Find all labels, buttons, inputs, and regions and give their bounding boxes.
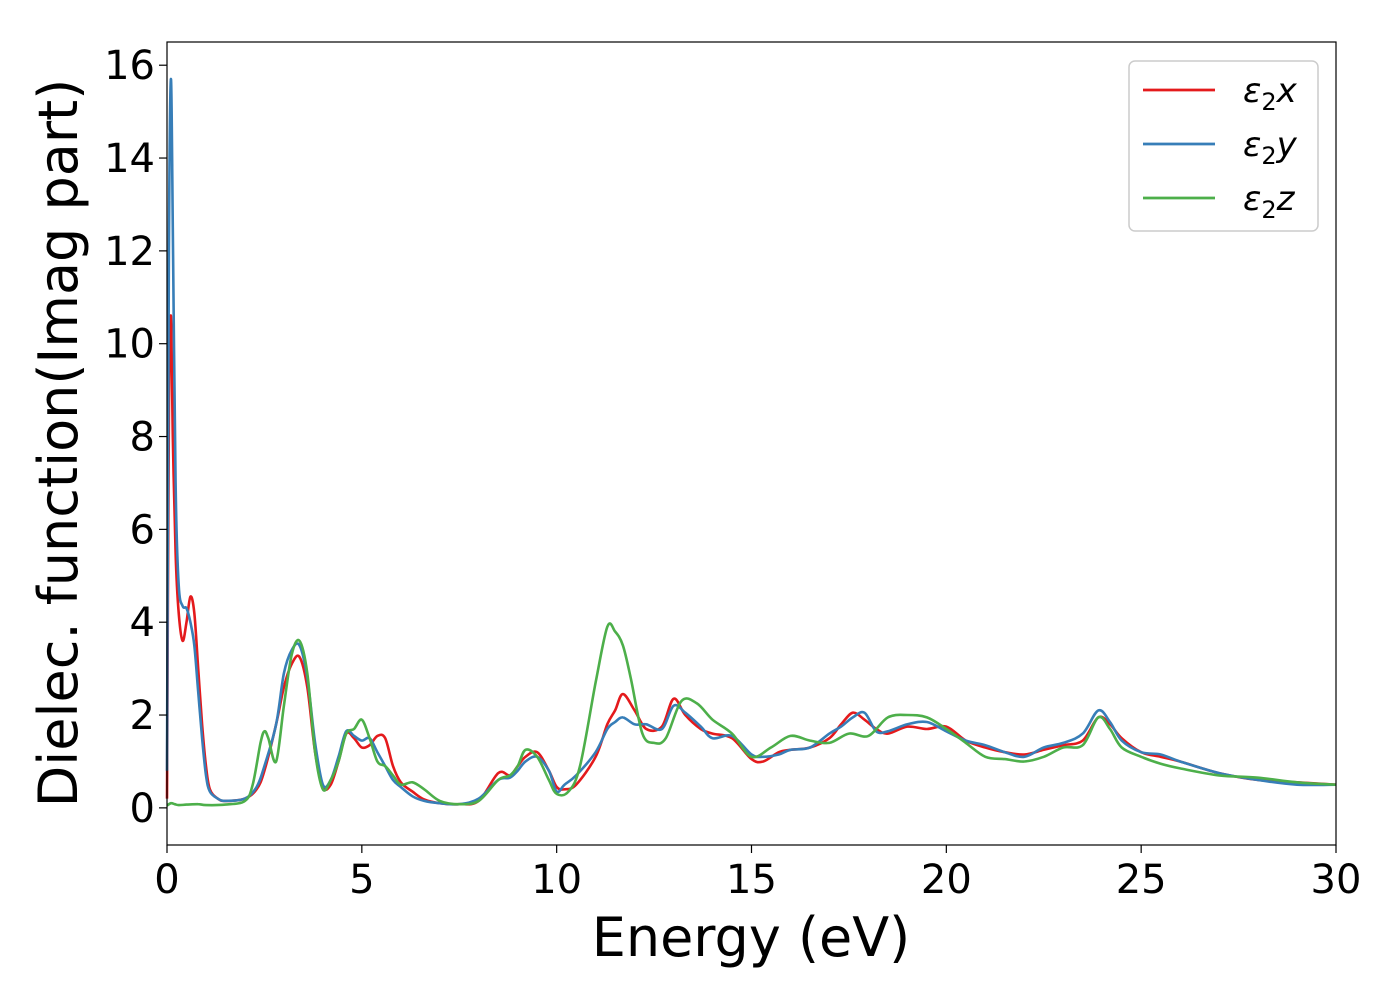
x-axis-label: Energy (eV) <box>592 906 911 969</box>
y-tick-label: 10 <box>104 322 155 368</box>
y-tick-label: 14 <box>104 136 155 182</box>
y-tick-label: 16 <box>104 43 155 89</box>
y-tick-label: 4 <box>130 600 155 646</box>
x-tick-label: 20 <box>921 857 972 903</box>
y-tick-label: 2 <box>130 693 155 739</box>
x-tick-label: 30 <box>1311 857 1362 903</box>
y-tick-label: 6 <box>130 507 155 553</box>
series-line-y <box>165 77 1337 806</box>
legend-label-y: ε2y <box>1243 125 1298 170</box>
x-tick-label: 5 <box>349 857 374 903</box>
x-tick-label: 25 <box>1116 857 1167 903</box>
x-tick-label: 15 <box>726 857 777 903</box>
y-tick-label: 0 <box>130 786 155 832</box>
legend-box <box>1128 60 1319 232</box>
y-axis-label: Dielec. function(Imag part) <box>27 79 90 808</box>
series-line-z <box>166 622 1337 807</box>
legend: ε2x ε2y ε2z <box>1128 60 1319 232</box>
y-tick-label: 12 <box>104 229 155 275</box>
plot-lines <box>165 77 1337 807</box>
y-axis: 0 2 4 6 8 10 12 14 16 <box>104 43 167 832</box>
x-tick-label: 0 <box>154 857 179 903</box>
x-axis: 0 5 10 15 20 25 30 <box>154 845 1361 903</box>
legend-label-x: ε2x <box>1243 71 1298 116</box>
x-tick-label: 10 <box>531 857 582 903</box>
legend-label-z: ε2z <box>1243 179 1296 224</box>
y-tick-label: 8 <box>130 415 155 461</box>
